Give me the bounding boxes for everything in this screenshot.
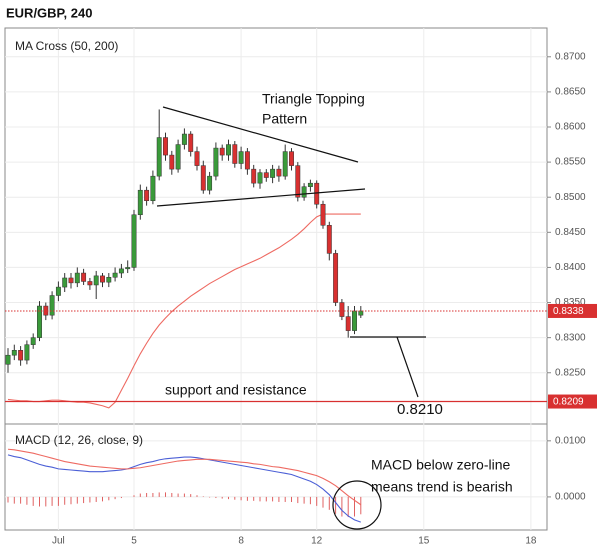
y-tick-label: 0.8500 xyxy=(555,192,586,203)
x-tick-label: 5 xyxy=(131,536,137,547)
candle-body xyxy=(282,151,288,177)
candle-body xyxy=(125,267,131,270)
annotation: support and resistance xyxy=(165,382,307,398)
triangle-lower-line xyxy=(156,188,366,207)
candle-body xyxy=(106,277,112,283)
y-tick-label: 0.8650 xyxy=(555,87,586,98)
candle-body xyxy=(339,302,345,317)
candle-body xyxy=(137,189,143,216)
candle-body xyxy=(244,151,250,170)
macd-line xyxy=(7,454,361,523)
macd-line xyxy=(7,448,362,506)
price-tag xyxy=(548,303,597,318)
annotation: Pattern xyxy=(262,111,307,127)
candle-body xyxy=(181,133,187,145)
candle-body xyxy=(257,172,263,184)
x-tick-label: 15 xyxy=(418,536,430,547)
candle-body xyxy=(74,272,80,284)
y-tick-label: 0.8350 xyxy=(555,297,586,308)
candle-body xyxy=(62,277,68,288)
annotation: 0.8210 xyxy=(397,401,443,418)
candle-body xyxy=(163,137,168,156)
candle-body xyxy=(276,168,282,177)
candle-body xyxy=(352,310,357,331)
candle-body xyxy=(251,168,257,184)
candle-body xyxy=(333,253,339,303)
x-tick-label: Jul xyxy=(52,536,65,547)
y-tick-label: 0.8300 xyxy=(555,332,586,343)
candle-body xyxy=(87,281,93,286)
candle-body xyxy=(49,295,55,316)
candle-body xyxy=(295,165,301,198)
candle-body xyxy=(30,337,36,345)
candle-body xyxy=(150,175,156,201)
candle-body xyxy=(81,272,87,282)
candle-body xyxy=(326,225,332,254)
y-tick-label: 0.8400 xyxy=(555,262,586,273)
indicator-label: MA Cross (50, 200) xyxy=(15,39,118,53)
candle-body xyxy=(320,203,326,226)
candle-body xyxy=(232,144,238,164)
y-tick-label: 0.8700 xyxy=(555,51,586,62)
chart-title: EUR/GBP, 240 xyxy=(6,5,92,20)
candle-body xyxy=(55,286,61,296)
candle-body xyxy=(100,275,105,283)
candle-body xyxy=(18,350,24,361)
y-tick-label: 0.8450 xyxy=(555,227,586,238)
candle-body xyxy=(37,305,42,338)
y-tick-label: 0.0100 xyxy=(555,435,586,446)
candle-body xyxy=(270,168,276,178)
macd-label: MACD (12, 26, close, 9) xyxy=(15,433,143,447)
y-tick-label: 0.8250 xyxy=(555,367,586,378)
candle-body xyxy=(112,272,118,278)
candle-body xyxy=(194,151,200,166)
candle-body xyxy=(307,182,313,187)
highlight-circle xyxy=(332,480,382,530)
candle-body xyxy=(11,350,17,356)
candle-body xyxy=(213,147,219,177)
candle-body xyxy=(5,354,11,365)
candle-body xyxy=(238,151,244,164)
candle-body xyxy=(24,344,30,361)
candle-body xyxy=(175,144,181,170)
candle-body xyxy=(263,172,269,178)
candle-body xyxy=(226,144,231,156)
triangle-upper-line xyxy=(162,106,359,163)
price-tag-label: 0.8209 xyxy=(553,397,584,408)
candle-body xyxy=(68,277,74,284)
price-tag-label: 0.8338 xyxy=(553,306,584,317)
annotation: means trend is bearish xyxy=(371,479,513,495)
annotation: Triangle Topping xyxy=(262,91,365,107)
x-tick-label: 18 xyxy=(525,536,537,547)
candle-body xyxy=(93,275,99,286)
candle-body xyxy=(188,133,194,152)
x-tick-label: 12 xyxy=(311,536,323,547)
x-tick-label: 8 xyxy=(238,536,244,547)
price-panel xyxy=(5,109,364,409)
candle-body xyxy=(118,268,124,274)
candle-body xyxy=(289,151,294,166)
candle-body xyxy=(207,175,213,191)
candle-body xyxy=(144,189,150,201)
y-tick-label: 0.8550 xyxy=(555,157,586,168)
candle-body xyxy=(200,165,206,191)
candle-body xyxy=(358,310,364,316)
candle-body xyxy=(301,186,307,198)
candle-body xyxy=(219,147,225,156)
axes: 0.8250 0.8300 0.8350 0.8400 0.8450 0.8500 0.85… xyxy=(52,51,586,546)
grid xyxy=(5,28,547,530)
candle-body xyxy=(131,214,137,268)
candle-body xyxy=(314,182,320,205)
y-tick-label: 0.8600 xyxy=(555,122,586,133)
y-tick-label: 0.0000 xyxy=(555,492,586,503)
candle-body xyxy=(156,137,162,177)
macd-panel xyxy=(7,448,362,523)
candle-body xyxy=(169,154,175,170)
price-tag xyxy=(548,394,597,409)
candle-body xyxy=(345,316,351,331)
pointer-line xyxy=(396,336,419,398)
annotation: MACD below zero-line xyxy=(371,457,510,473)
